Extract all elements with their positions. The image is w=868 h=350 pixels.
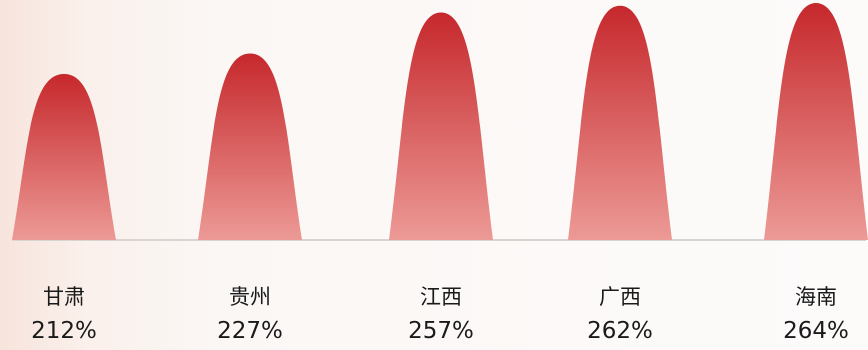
value-label: 262%: [587, 318, 653, 344]
value-label: 212%: [31, 318, 97, 344]
peak-1: [12, 74, 116, 240]
peak-5: [764, 3, 868, 240]
peak-2: [198, 53, 302, 241]
value-label: 264%: [783, 318, 849, 344]
category-label: 江西: [420, 285, 462, 309]
value-label: 257%: [408, 318, 474, 344]
category-label: 贵州: [229, 285, 271, 309]
category-label: 广西: [599, 285, 641, 309]
peak-4: [568, 5, 672, 240]
category-label: 海南: [795, 285, 837, 309]
category-label: 甘肃: [43, 285, 85, 309]
peak-3: [389, 12, 493, 240]
value-label: 227%: [217, 318, 283, 344]
